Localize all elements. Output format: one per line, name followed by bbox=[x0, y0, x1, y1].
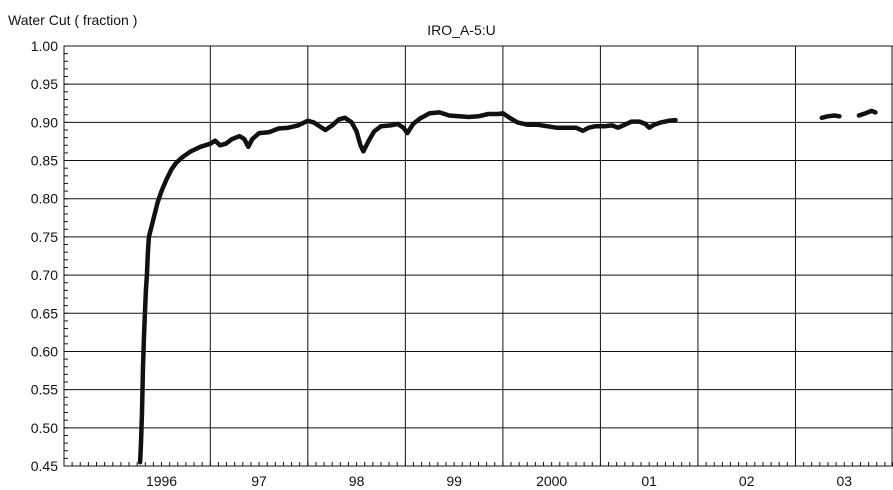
y-tick-label: 0.50 bbox=[31, 420, 58, 436]
y-tick-label: 0.55 bbox=[31, 382, 58, 398]
plot-frame bbox=[63, 45, 893, 467]
x-tick-label: 01 bbox=[641, 473, 657, 489]
water-cut-line bbox=[137, 110, 678, 465]
x-tick-label: 2000 bbox=[536, 473, 567, 489]
x-tick-label: 1996 bbox=[146, 473, 177, 489]
grid bbox=[64, 45, 893, 467]
x-tick-label: 98 bbox=[349, 473, 365, 489]
x-tick-label: 97 bbox=[251, 473, 267, 489]
y-tick-label: 0.70 bbox=[31, 267, 58, 283]
water-cut-line bbox=[856, 108, 878, 118]
y-axis-label: Water Cut ( fraction ) bbox=[8, 12, 138, 28]
chart-title: IRO_A-5:U bbox=[427, 22, 496, 38]
y-tick-label: 0.75 bbox=[31, 229, 58, 245]
y-tick-label: 0.60 bbox=[31, 343, 58, 359]
water-cut-line bbox=[819, 113, 842, 121]
y-tick-labels: 1.00 0.95 0.90 0.85 0.80 0.75 0.70 0.65 0.60 0.55… bbox=[31, 38, 58, 474]
series bbox=[137, 108, 878, 465]
y-tick-label: 0.90 bbox=[31, 114, 58, 130]
y-tick-label: 0.65 bbox=[31, 305, 58, 321]
x-tick-labels: 1996 97 98 99 2000 01 02 03 bbox=[146, 473, 852, 489]
y-tick-label: 0.45 bbox=[31, 458, 58, 474]
x-tick-label: 99 bbox=[446, 473, 462, 489]
y-tick-label: 0.85 bbox=[31, 153, 58, 169]
y-tick-label: 1.00 bbox=[31, 38, 58, 54]
x-tick-label: 03 bbox=[836, 473, 852, 489]
y-tick-label: 0.95 bbox=[31, 76, 58, 92]
x-tick-label: 02 bbox=[739, 473, 755, 489]
axis-ticks bbox=[63, 45, 893, 467]
y-tick-label: 0.80 bbox=[31, 191, 58, 207]
